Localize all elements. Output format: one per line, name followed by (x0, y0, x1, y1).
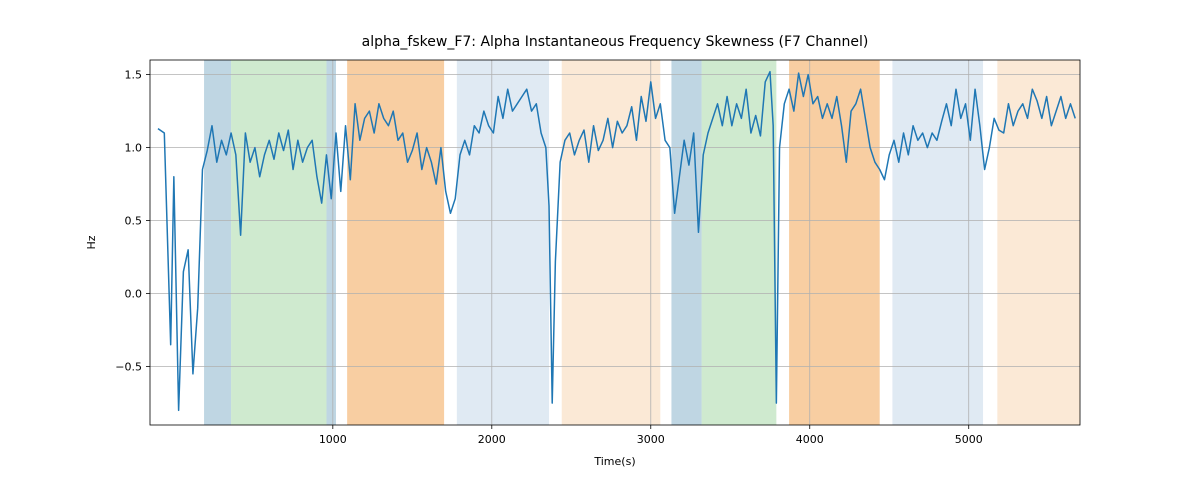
x-tick-label: 2000 (478, 433, 506, 446)
x-tick-label: 1000 (319, 433, 347, 446)
region-span (204, 60, 231, 425)
region-span (671, 60, 701, 425)
y-tick-label: 1.5 (125, 69, 143, 82)
y-tick-label: 1.0 (125, 142, 143, 155)
x-tick-label: 4000 (796, 433, 824, 446)
y-axis-label: Hz (85, 235, 98, 249)
x-tick-label: 5000 (955, 433, 983, 446)
region-span (231, 60, 326, 425)
y-tick-label: 0.0 (125, 288, 143, 301)
chart-title: alpha_fskew_F7: Alpha Instantaneous Freq… (362, 34, 869, 50)
x-tick-label: 3000 (637, 433, 665, 446)
region-span (347, 60, 444, 425)
x-axis-label: Time(s) (593, 455, 635, 468)
y-tick-label: −0.5 (115, 361, 142, 374)
region-span (702, 60, 777, 425)
region-span (562, 60, 661, 425)
y-tick-label: 0.5 (125, 215, 143, 228)
region-span (892, 60, 983, 425)
region-span (326, 60, 336, 425)
region-span (789, 60, 880, 425)
chart-root: 1000 2000 3000 4000 5000 −0.5 0.0 0.5 1.0 1.5 Time… (0, 0, 1200, 500)
